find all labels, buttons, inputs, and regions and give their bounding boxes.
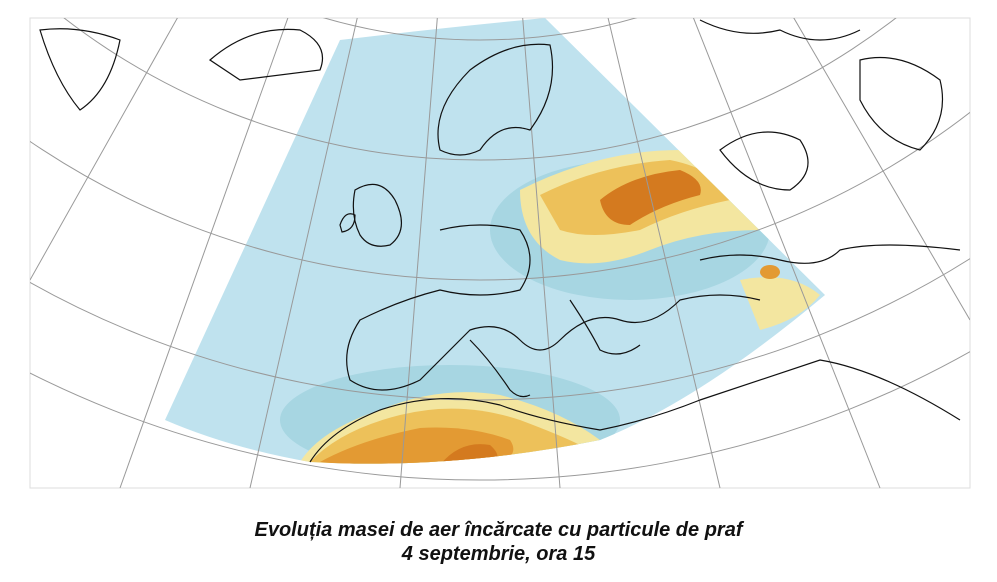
graticule [30,18,970,488]
caption-title: Evoluția masei de aer încărcate cu parti… [254,519,743,541]
caption-date: 4 septembrie, ora 15 [401,543,596,565]
dust-map [29,17,971,489]
coastlines [39,19,961,463]
